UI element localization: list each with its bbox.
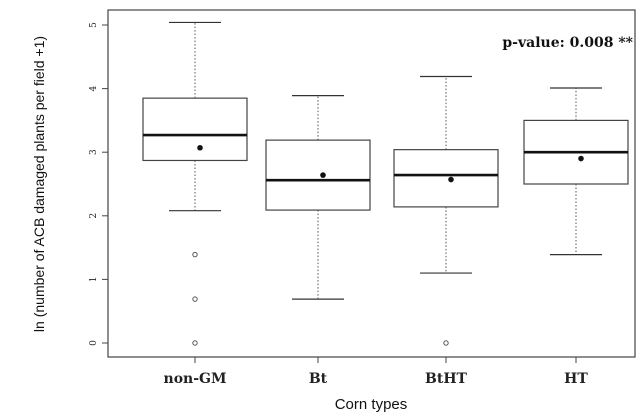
mean-point (320, 172, 326, 178)
x-tick-label: non-GM (164, 371, 227, 387)
outlier-point (192, 251, 198, 258)
outlier-point (192, 340, 198, 346)
mean-point (197, 144, 203, 151)
y-tick-label: 3 (89, 149, 99, 155)
y-axis: 0 1 2 3 4 5 (89, 22, 108, 346)
p-value-annotation: p-value: 0.008 ** (502, 35, 633, 51)
y-tick-label: 0 (89, 340, 99, 346)
y-axis-title: ln (number of ACB damaged plants per fie… (31, 36, 47, 332)
y-tick-label: 4 (89, 85, 99, 91)
mean-point (578, 155, 584, 162)
box-non-GM (142, 21, 248, 346)
iqr-box (393, 149, 499, 208)
y-tick-label: 1 (89, 277, 99, 283)
plot-frame (107, 9, 636, 358)
box-BtHT (393, 75, 499, 346)
x-tick-label: Bt (309, 371, 328, 387)
x-tick-label: BtHT (425, 371, 468, 387)
x-tick-label: HT (564, 371, 588, 387)
iqr-box (142, 97, 248, 162)
x-axis-title: Corn types (335, 396, 408, 413)
mean-point (448, 176, 454, 183)
boxes-layer (142, 21, 629, 346)
x-axis: non-GM Bt BtHT HT (164, 357, 588, 387)
y-tick-label: 2 (89, 213, 99, 219)
iqr-box (265, 139, 371, 211)
y-tick-label: 5 (89, 22, 99, 28)
box-HT (523, 87, 629, 256)
outlier-point (443, 340, 449, 346)
outlier-point (192, 296, 198, 302)
box-Bt (265, 94, 371, 300)
